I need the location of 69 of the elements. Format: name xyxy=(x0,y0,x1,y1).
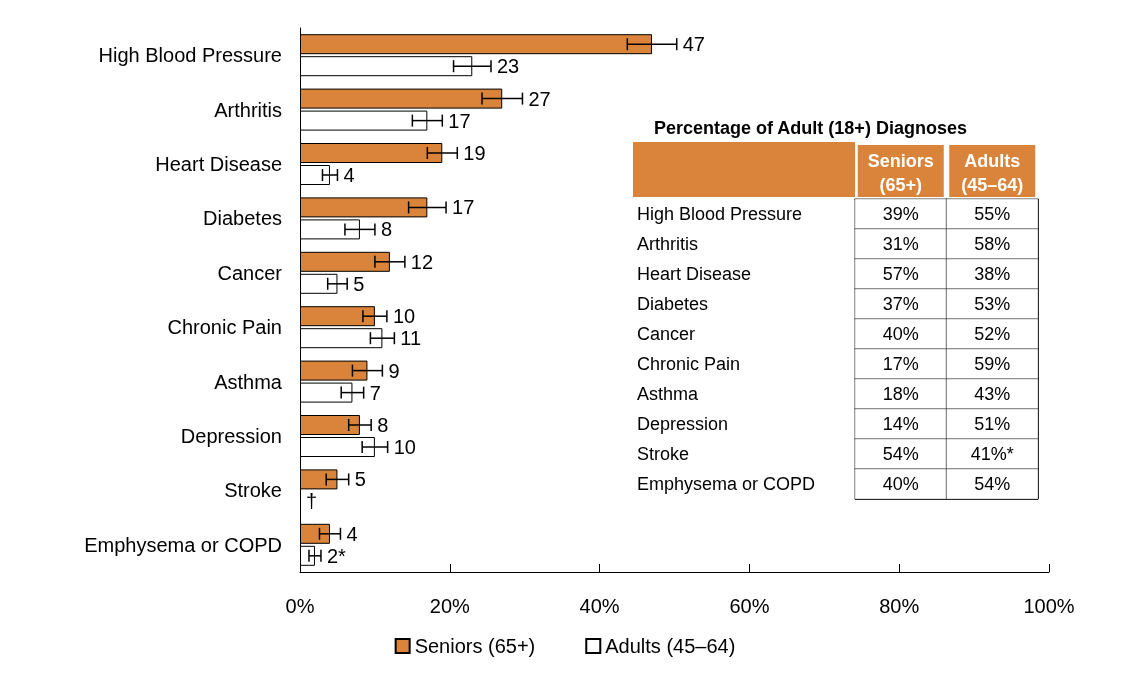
y-tick-label: Chronic Pain xyxy=(637,354,741,374)
x-tick-label: 20% xyxy=(429,595,471,617)
data-label: 17% xyxy=(882,354,919,374)
data-label: 53% xyxy=(974,294,1011,314)
data-label: 19 xyxy=(463,142,486,164)
data-label: 7 xyxy=(369,381,381,404)
data-label: 18% xyxy=(882,384,919,404)
data-label: 10 xyxy=(392,305,416,328)
y-tick-label: Asthma xyxy=(214,370,283,393)
data-label: 5 xyxy=(353,272,365,295)
chart-title: Percentage of Adult (18+) Diagnoses xyxy=(654,118,967,138)
data-label: 9 xyxy=(388,359,400,382)
y-tick-label: Asthma xyxy=(637,384,700,404)
data-label: 52% xyxy=(974,324,1011,344)
data-label: 31% xyxy=(882,234,919,254)
data-label: 11 xyxy=(400,327,422,350)
y-tick-label: High Blood Pressure xyxy=(637,204,803,224)
data-label: 27 xyxy=(528,87,551,110)
data-label: 47 xyxy=(682,33,705,56)
data-label: 8 xyxy=(380,218,393,241)
y-tick-label: Diabetes xyxy=(637,294,709,314)
y-tick-label: Depression xyxy=(637,414,729,434)
data-label: 55% xyxy=(974,204,1011,224)
data-label: 12 xyxy=(410,250,434,273)
data-label: 43% xyxy=(974,384,1011,404)
data-label: 17 xyxy=(452,196,475,219)
data-label: 54% xyxy=(882,444,919,464)
data-label: 58% xyxy=(974,234,1011,254)
data-label: 37% xyxy=(882,294,919,314)
y-tick-label: Depression xyxy=(180,425,282,447)
data-label: 40% xyxy=(882,324,919,344)
y-tick-label: Emphysema or COPD xyxy=(637,474,816,494)
y-tick-label: Cancer xyxy=(217,261,283,284)
data-label: 4 xyxy=(346,522,358,545)
data-label: 40% xyxy=(882,474,919,494)
data-label: 54% xyxy=(974,474,1011,494)
y-tick-label: Arthritis xyxy=(637,234,699,254)
data-label: 41%* xyxy=(970,444,1014,464)
data-label: 14% xyxy=(882,414,919,434)
legend-label: Seniors (65+) xyxy=(414,635,536,657)
data-label: 10 xyxy=(393,436,416,458)
x-tick-label: 100% xyxy=(1023,595,1075,617)
x-tick-label: 40% xyxy=(579,595,620,617)
y-tick-label: Diabetes xyxy=(203,207,282,230)
data-label: 17 xyxy=(448,109,471,132)
y-tick-label: Stroke xyxy=(224,479,282,502)
data-label: 39% xyxy=(882,204,919,224)
data-label: 51% xyxy=(974,414,1011,434)
y-tick-label: Heart Disease xyxy=(155,153,282,175)
data-label: 57% xyxy=(882,264,919,284)
data-label: 4 xyxy=(343,164,355,186)
data-label: 8 xyxy=(377,414,389,436)
y-tick-label: Emphysema or COPD xyxy=(84,533,282,556)
y-tick-label: Heart Disease xyxy=(637,264,752,284)
y-tick-label: Cancer xyxy=(637,324,696,344)
data-label: 38% xyxy=(974,264,1011,284)
x-tick-label: 80% xyxy=(879,595,920,617)
legend-label: Adults (45–64) xyxy=(605,635,736,657)
x-tick-label: 0% xyxy=(285,595,315,617)
y-tick-label: High Blood Pressure xyxy=(98,44,282,67)
data-label: 59% xyxy=(974,354,1011,374)
data-label: 5 xyxy=(354,468,366,491)
x-tick-label: 60% xyxy=(729,595,770,617)
y-tick-label: Stroke xyxy=(637,444,690,464)
text: † xyxy=(306,490,318,513)
data-label: 2* xyxy=(326,544,347,567)
y-tick-label: Arthritis xyxy=(214,98,282,121)
y-tick-label: Chronic Pain xyxy=(167,316,282,339)
data-label: 23 xyxy=(496,55,520,78)
